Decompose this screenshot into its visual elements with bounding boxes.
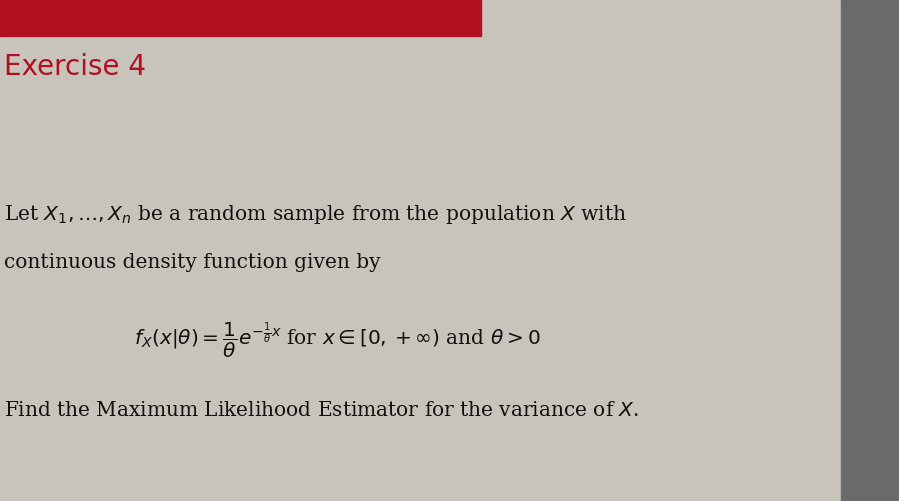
Text: $f_X(x|\theta) = \dfrac{1}{\theta}e^{-\frac{1}{\theta}x}$ for $x \in [0, +\infty: $f_X(x|\theta) = \dfrac{1}{\theta}e^{-\f…: [135, 321, 541, 360]
Text: Find the Maximum Likelihood Estimator for the variance of $X$.: Find the Maximum Likelihood Estimator fo…: [4, 401, 639, 420]
Text: continuous density function given by: continuous density function given by: [4, 253, 381, 272]
Text: Exercise 4: Exercise 4: [4, 53, 147, 81]
Text: Let $X_1,\ldots, X_n$ be a random sample from the population $X$ with: Let $X_1,\ldots, X_n$ be a random sample…: [4, 203, 628, 226]
